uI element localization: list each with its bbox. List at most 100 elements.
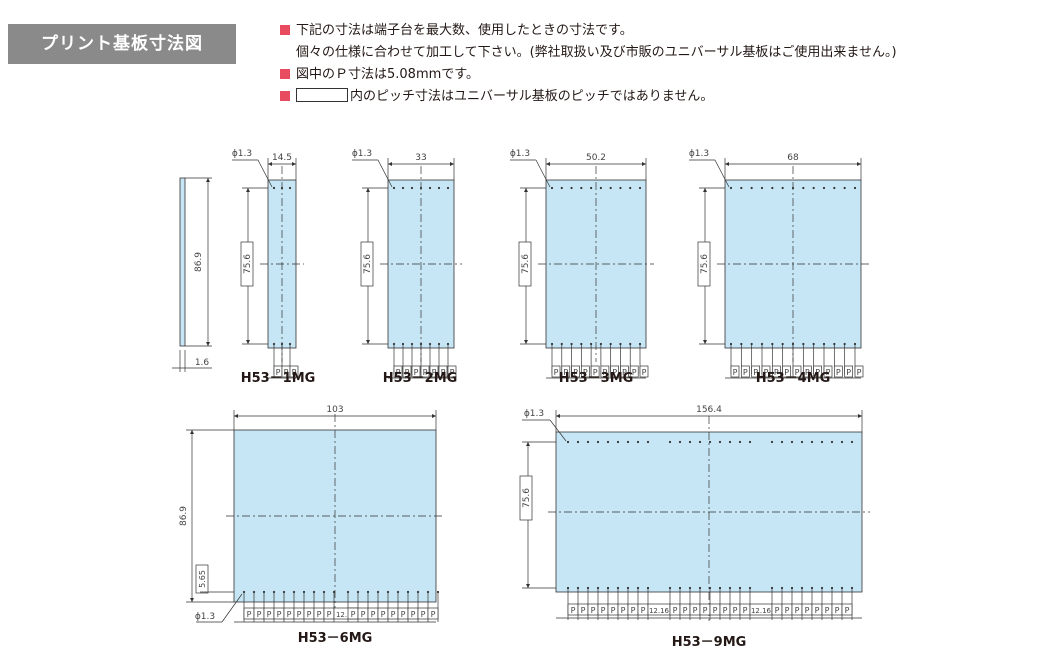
hole <box>566 440 570 444</box>
width-text: 68 <box>787 153 799 163</box>
pitch-text: P <box>815 368 820 377</box>
dim-box <box>854 365 864 378</box>
pitch-text: P <box>703 606 708 615</box>
pitch-text: P <box>411 610 416 619</box>
pitch-text: P <box>601 606 606 615</box>
dim-box <box>844 365 854 378</box>
pitch-text: P <box>753 368 758 377</box>
hole <box>678 440 682 444</box>
hole <box>419 186 423 190</box>
gap-text: 12.16 <box>751 607 772 615</box>
dim-box <box>730 365 740 378</box>
pitch-text: P <box>743 368 748 377</box>
pitch-text: P <box>581 606 586 615</box>
note-2-text: 図中のＰ寸法は5.08mmです。 <box>296 67 479 82</box>
leader-line <box>257 159 273 188</box>
pitch-text: P <box>284 368 289 377</box>
pitch-text: P <box>450 368 455 377</box>
pitch-text: P <box>327 610 332 619</box>
pitch-text: P <box>593 368 598 377</box>
note-1-text: 下記の寸法は端子台を最大数、使用したときの寸法です。 <box>296 23 633 38</box>
pitch-text: P <box>857 368 862 377</box>
dim-box <box>740 365 750 378</box>
hole <box>576 440 580 444</box>
note-3-wrap: 内のピッチ寸法はユニバーサル基板のピッチではありません。 <box>296 86 713 108</box>
pitch-text: P <box>423 368 428 377</box>
dim-box <box>629 365 639 378</box>
pitch-text: P <box>441 368 446 377</box>
offset-565-text: 5.65 <box>198 570 207 588</box>
hole <box>560 186 563 190</box>
pitch-text: P <box>693 606 698 615</box>
pitch-text: P <box>317 610 322 619</box>
pitch-text: P <box>257 610 262 619</box>
pitch-text: P <box>381 610 386 619</box>
pitch-text: P <box>795 606 800 615</box>
hole <box>596 440 600 444</box>
hole <box>272 186 276 190</box>
dim-box <box>639 365 649 378</box>
model-label: H53－6MG <box>298 631 373 646</box>
pitch-text: P <box>396 368 401 377</box>
height-756-text: 75.6 <box>700 254 710 274</box>
pitch-text: P <box>774 368 779 377</box>
dim-box <box>571 365 580 378</box>
note-1b-text: 個々の仕様に合わせて加工して下さい。(弊社取扱い及び市販のユニバーサル基板はご使… <box>296 45 897 60</box>
pitch-text: P <box>733 368 738 377</box>
hole <box>616 440 620 444</box>
note-marker <box>280 25 290 35</box>
pitch-text: P <box>785 606 790 615</box>
pitch-text: P <box>247 610 252 619</box>
pitch-text: P <box>287 610 292 619</box>
hole <box>780 440 784 444</box>
dim-box <box>438 365 448 378</box>
hole <box>748 440 752 444</box>
dim-box <box>195 564 209 594</box>
pitch-text: P <box>573 368 578 377</box>
board-h53-9mg: 156.475.6ϕ1.3P P P P P P P P 12.16 P P P P P P P P 12.16 P… <box>519 405 870 650</box>
pitch-text: P <box>641 606 646 615</box>
dim-box <box>393 365 403 378</box>
hole <box>668 440 672 444</box>
hole <box>810 440 814 444</box>
pitch-text: P <box>622 368 627 377</box>
pitch-text: P <box>632 368 637 377</box>
pitch-text: P <box>371 610 376 619</box>
pitch-text: P <box>631 606 636 615</box>
hole <box>833 186 836 190</box>
pitch-text: P <box>405 368 410 377</box>
dim-box <box>813 365 823 378</box>
pitch-box-icon <box>296 88 348 102</box>
dim-box <box>697 241 711 287</box>
hole <box>800 440 804 444</box>
dim-box <box>590 365 600 378</box>
note-3-text: 内のピッチ寸法はユニバーサル基板のピッチではありません。 <box>350 89 714 104</box>
board-edge <box>179 177 186 347</box>
dim-box <box>610 365 620 378</box>
pitch-text: P <box>401 610 406 619</box>
model-label: H53－1MG <box>241 371 316 386</box>
hole <box>740 186 743 190</box>
pitch-text: P <box>276 368 281 377</box>
dim-box <box>240 241 254 287</box>
pitch-text: P <box>845 606 850 615</box>
dim-box <box>447 365 457 378</box>
hole <box>698 440 702 444</box>
pitch-text: P <box>297 610 302 619</box>
hole <box>570 186 573 190</box>
hole <box>580 186 583 190</box>
pitch-text: P <box>733 606 738 615</box>
dim-box <box>751 365 761 378</box>
dim-box <box>561 365 571 378</box>
dim-box <box>360 241 374 287</box>
hole <box>729 186 733 190</box>
dim-box <box>402 365 412 378</box>
hole <box>820 440 824 444</box>
hole <box>840 440 844 444</box>
pitch-text: P <box>611 606 616 615</box>
pitch-text: P <box>846 368 851 377</box>
dim-box <box>771 365 781 378</box>
